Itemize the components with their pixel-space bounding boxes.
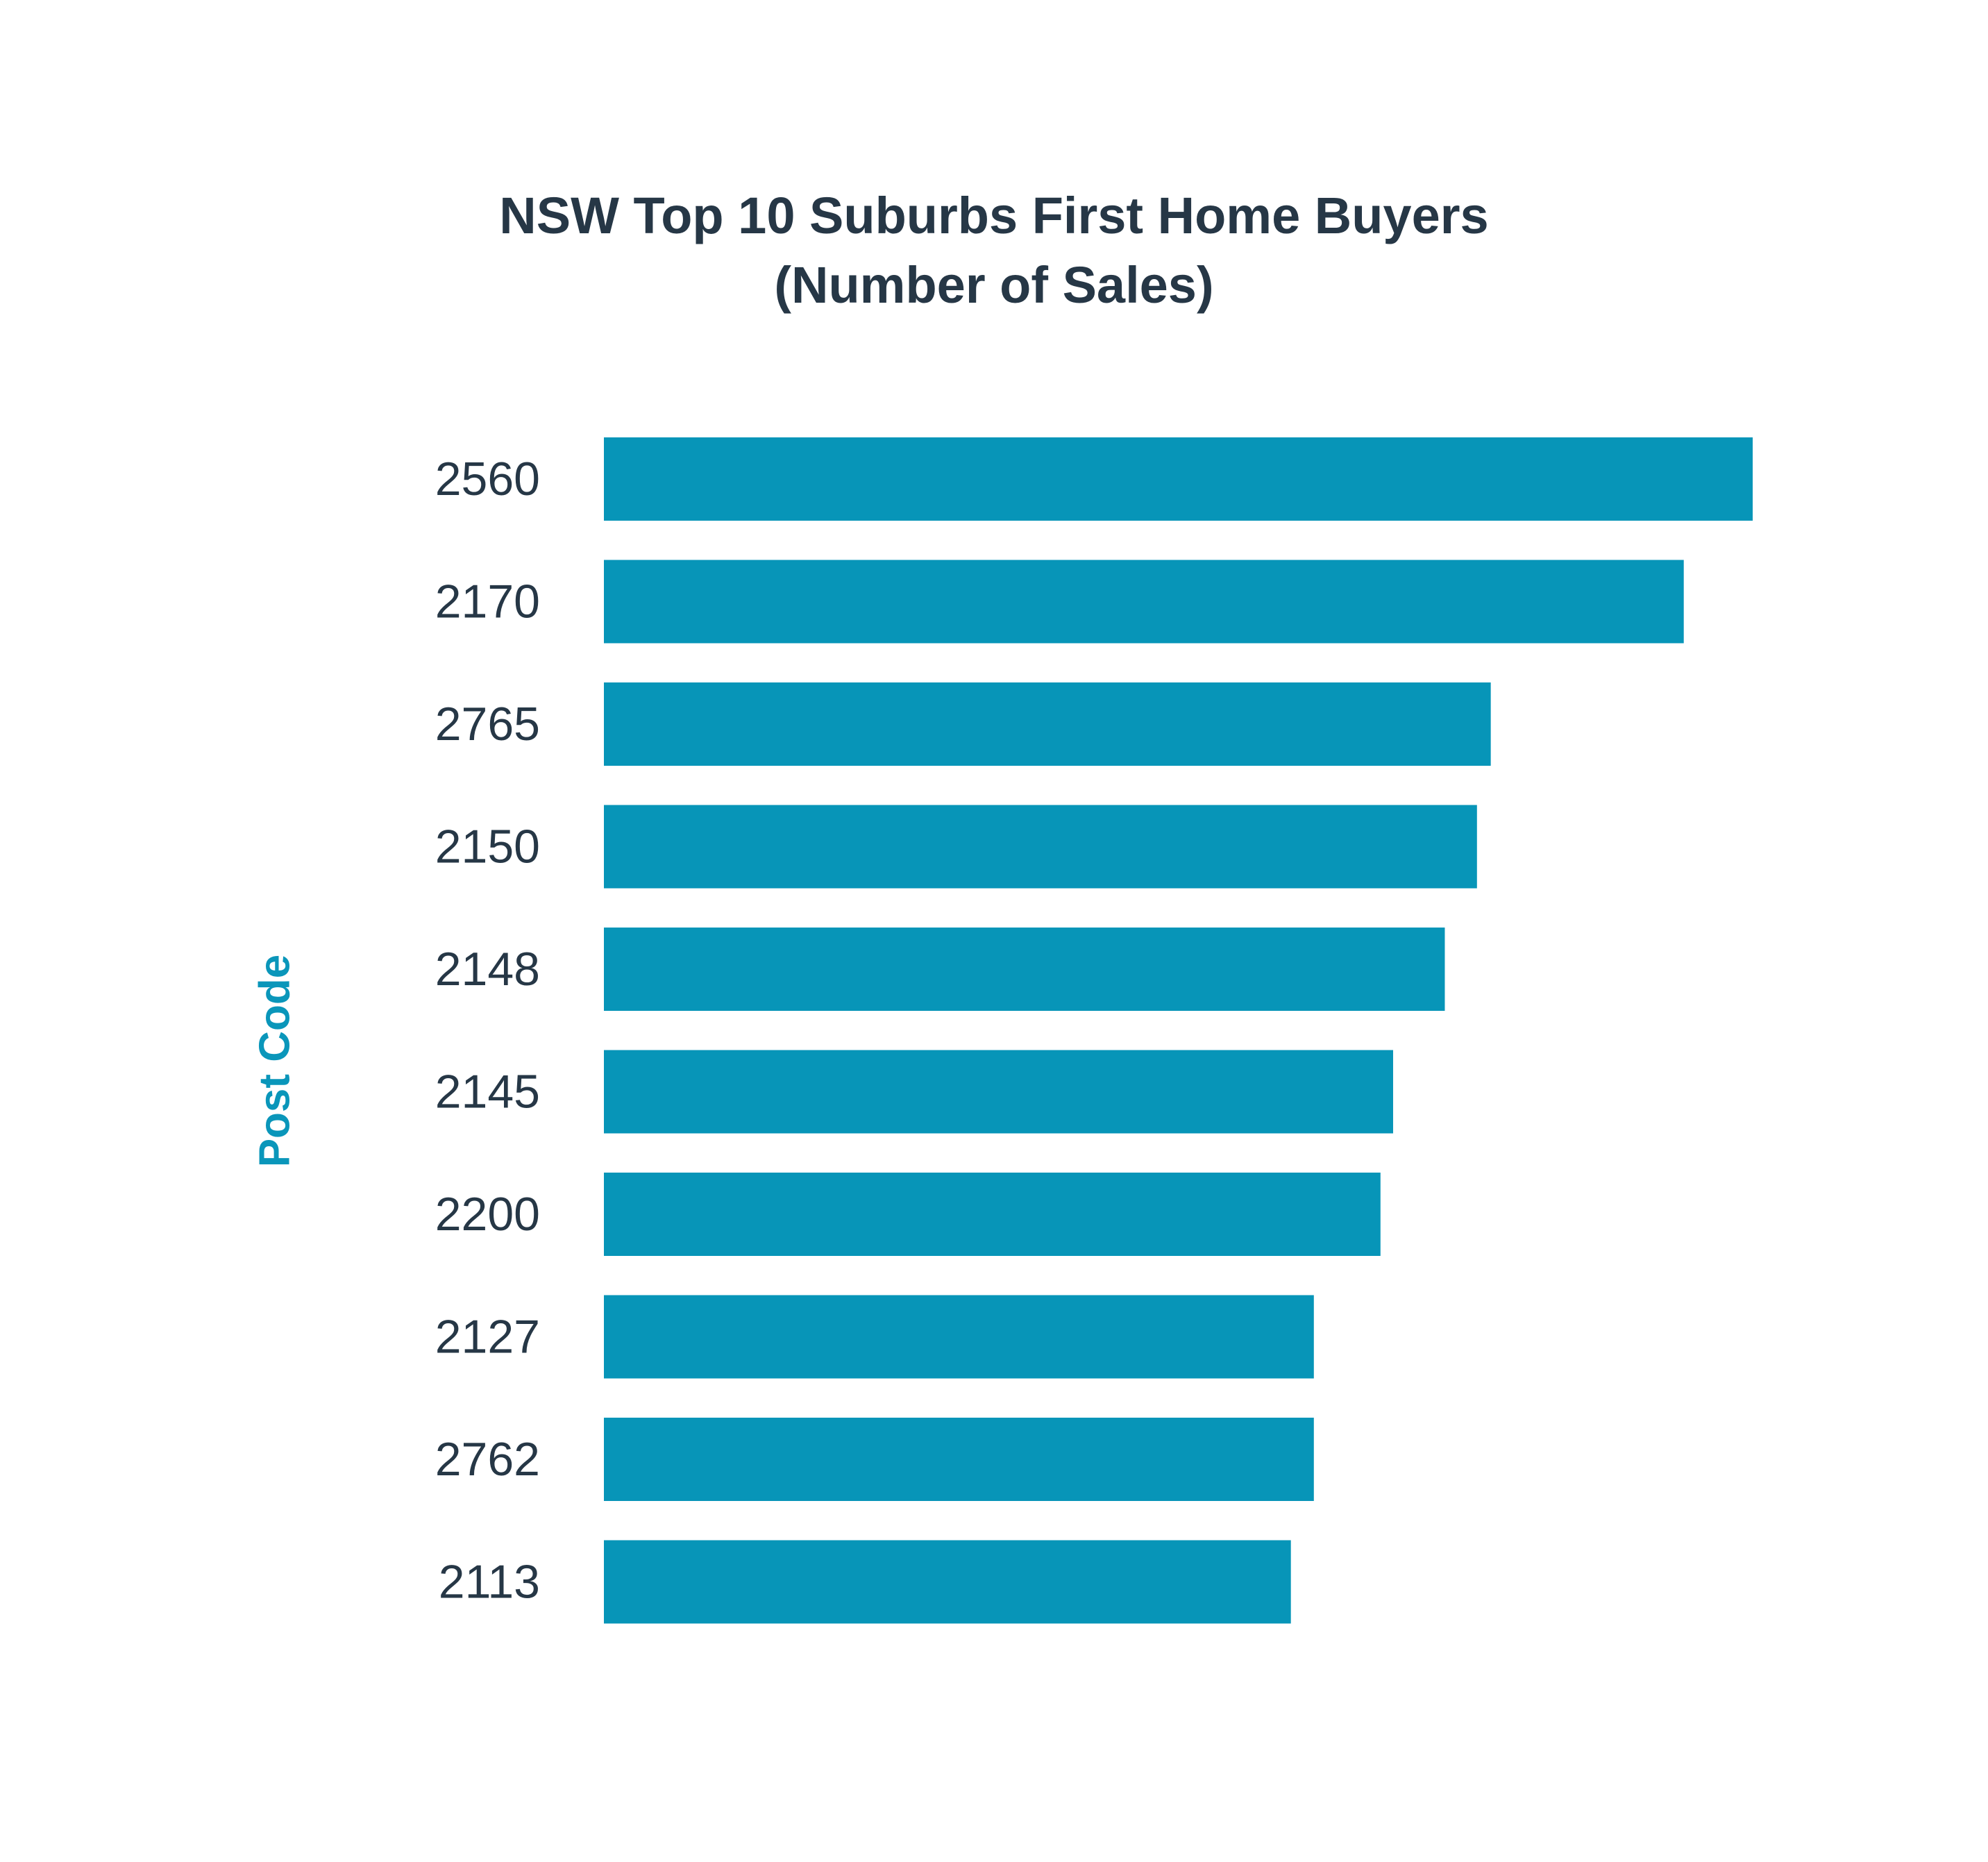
chart-subtitle: (Number of Sales)	[774, 256, 1214, 314]
bar-2765	[604, 682, 1491, 766]
y-tick-label: 2150	[435, 821, 540, 873]
bar-2148	[604, 928, 1445, 1011]
bar-2113	[604, 1540, 1291, 1624]
chart-title: NSW Top 10 Suburbs First Home Buyers	[499, 187, 1489, 244]
bar-2762	[604, 1418, 1314, 1501]
y-tick-label: 2127	[435, 1311, 540, 1364]
bar-2127	[604, 1295, 1314, 1379]
bar-2145	[604, 1050, 1393, 1134]
bars-group	[604, 437, 1753, 1624]
y-tick-label: 2113	[439, 1556, 540, 1609]
bar-2170	[604, 560, 1684, 644]
y-tick-label: 2762	[435, 1433, 540, 1486]
y-tick-label: 2170	[435, 576, 540, 628]
bar-2560	[604, 437, 1753, 521]
bar-2200	[604, 1173, 1381, 1256]
y-tick-label: 2765	[435, 698, 540, 750]
y-tick-label: 2145	[435, 1066, 540, 1118]
y-tick-labels: 2560 2170 2765 2150 2148 2145 2200 2127 2762 2113	[435, 453, 540, 1609]
y-axis-label: Post Code	[251, 955, 299, 1168]
y-tick-label: 2560	[435, 453, 540, 505]
bar-2150	[604, 805, 1477, 889]
y-tick-label: 2200	[435, 1188, 540, 1241]
y-tick-label: 2148	[435, 943, 540, 996]
